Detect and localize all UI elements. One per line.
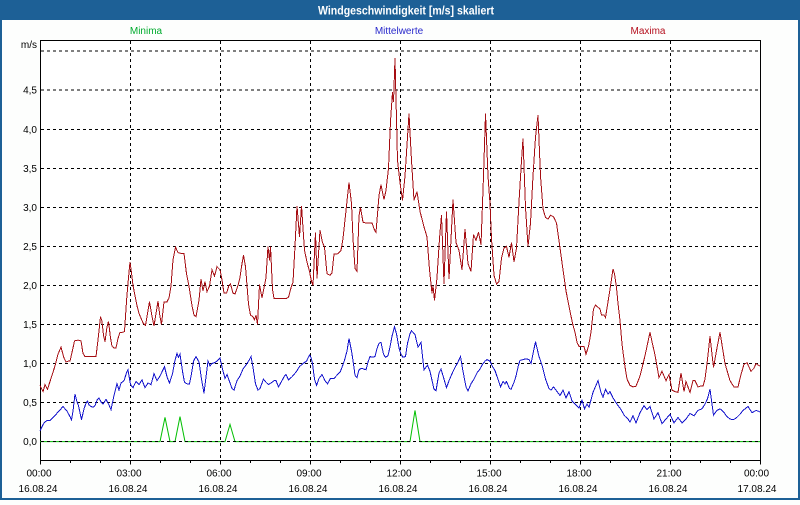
svg-text:18:00: 18:00: [566, 469, 591, 480]
svg-text:16.08.24: 16.08.24: [379, 484, 418, 495]
svg-text:12:00: 12:00: [386, 469, 411, 480]
svg-text:16.08.24: 16.08.24: [109, 484, 148, 495]
svg-text:17.08.24: 17.08.24: [738, 484, 777, 495]
svg-text:03:00: 03:00: [116, 469, 141, 480]
svg-text:Minima: Minima: [130, 26, 163, 37]
svg-text:15:00: 15:00: [476, 469, 501, 480]
svg-text:1,0: 1,0: [23, 359, 37, 370]
svg-text:4,0: 4,0: [23, 125, 37, 136]
svg-text:00:00: 00:00: [744, 469, 769, 480]
svg-text:16.08.24: 16.08.24: [289, 484, 328, 495]
svg-text:0,0: 0,0: [23, 437, 37, 448]
svg-text:21:00: 21:00: [656, 469, 681, 480]
svg-text:09:00: 09:00: [296, 469, 321, 480]
svg-text:Maxima: Maxima: [630, 26, 665, 37]
svg-text:2,0: 2,0: [23, 281, 37, 292]
svg-text:0,5: 0,5: [23, 398, 37, 409]
svg-text:2,5: 2,5: [23, 242, 37, 253]
svg-text:16.08.24: 16.08.24: [559, 484, 598, 495]
svg-text:16.08.24: 16.08.24: [649, 484, 688, 495]
svg-text:1,5: 1,5: [23, 320, 37, 331]
svg-text:Windgeschwindigkeit [m/s] skal: Windgeschwindigkeit [m/s] skaliert: [318, 4, 494, 18]
svg-text:4,5: 4,5: [23, 86, 37, 97]
svg-text:16.08.24: 16.08.24: [199, 484, 238, 495]
svg-text:16.08.24: 16.08.24: [19, 484, 58, 495]
svg-text:Mittelwerte: Mittelwerte: [375, 26, 424, 37]
svg-text:3,0: 3,0: [23, 203, 37, 214]
svg-text:3,5: 3,5: [23, 164, 37, 175]
svg-text:16.08.24: 16.08.24: [469, 484, 508, 495]
svg-text:00:00: 00:00: [26, 469, 51, 480]
svg-text:06:00: 06:00: [206, 469, 231, 480]
svg-text:m/s: m/s: [21, 40, 37, 51]
